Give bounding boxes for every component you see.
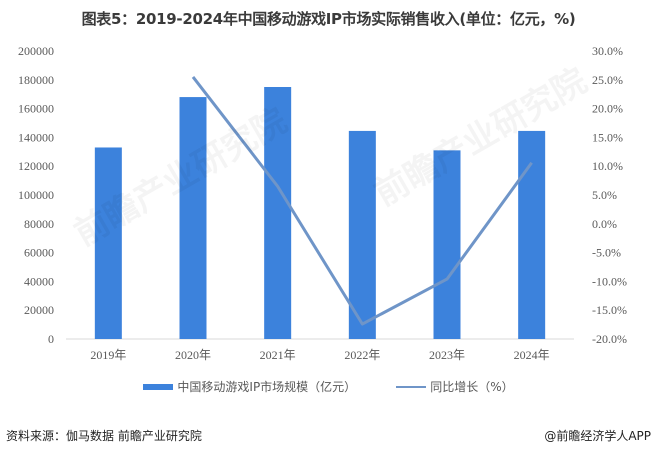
left-axis-tick: 200000 xyxy=(18,44,54,58)
growth-line xyxy=(191,76,533,326)
left-axis-tick: 100000 xyxy=(18,188,54,202)
bar xyxy=(348,130,376,339)
legend-item-bar: 中国移动游戏IP市场规模（亿元） xyxy=(143,378,356,395)
left-axis-tick: 80000 xyxy=(24,217,54,231)
left-axis-tick: 160000 xyxy=(18,102,54,116)
left-axis-tick: 120000 xyxy=(18,159,54,173)
right-axis-tick: -20.0% xyxy=(592,332,627,346)
chart-title: 图表5：2019-2024年中国移动游戏IP市场实际销售收入(单位：亿元，%) xyxy=(81,10,576,28)
right-axis-tick: 10.0% xyxy=(592,159,623,173)
right-axis-tick: 0.0% xyxy=(592,217,617,231)
right-axis-tick: 15.0% xyxy=(592,130,623,144)
x-axis-tick: 2023年 xyxy=(429,348,465,362)
x-axis-tick: 2021年 xyxy=(260,348,296,362)
left-axis-tick: 20000 xyxy=(24,303,54,317)
right-axis-tick: -10.0% xyxy=(592,274,627,288)
right-axis-tick: 25.0% xyxy=(592,73,623,87)
left-axis-tick: 60000 xyxy=(24,246,54,260)
left-axis-tick: 40000 xyxy=(24,274,54,288)
left-axis-tick: 180000 xyxy=(18,73,54,87)
legend-line-label: 同比增长（%） xyxy=(430,380,514,394)
bar xyxy=(94,147,122,339)
legend-bar-label: 中国移动游戏IP市场规模（亿元） xyxy=(177,380,357,394)
bar-swatch-icon xyxy=(143,383,174,390)
source-note: 资料来源：伽马数据 前瞻产业研究院 xyxy=(6,429,202,443)
x-axis-tick: 2022年 xyxy=(344,348,380,362)
bar xyxy=(264,87,292,339)
left-axis-tick: 140000 xyxy=(18,130,54,144)
x-axis-tick: 2019年 xyxy=(90,348,126,362)
right-axis-tick: -5.0% xyxy=(592,246,621,260)
x-axis-tick: 2024年 xyxy=(514,348,550,362)
left-axis-tick: 0 xyxy=(48,332,54,346)
right-axis-tick: -15.0% xyxy=(592,303,627,317)
bar xyxy=(518,130,546,339)
chart-legend: 中国移动游戏IP市场规模（亿元） 同比增长（%） xyxy=(0,378,657,395)
right-axis-tick: 20.0% xyxy=(592,102,623,116)
right-axis-tick: 5.0% xyxy=(592,188,617,202)
credit-note: @前瞻经济学人APP xyxy=(544,429,651,443)
legend-item-line: 同比增长（%） xyxy=(396,378,514,395)
bar xyxy=(179,97,207,339)
bar xyxy=(433,150,461,339)
right-axis-tick: 30.0% xyxy=(592,44,623,58)
x-axis-tick: 2020年 xyxy=(175,348,211,362)
line-swatch-icon xyxy=(396,385,427,388)
